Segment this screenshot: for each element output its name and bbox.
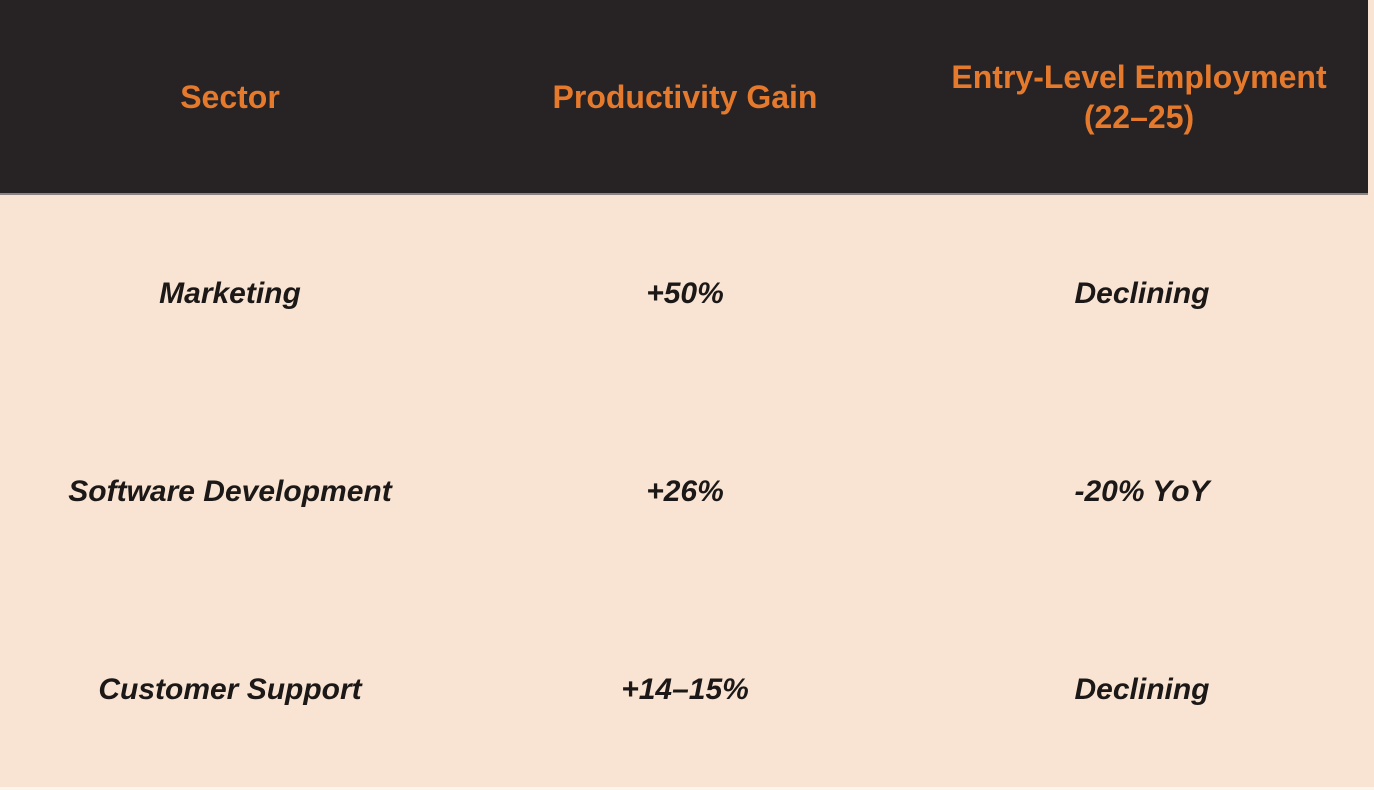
table-row-3-sector-cell: Customer Support: [0, 591, 460, 787]
table-row-3-gain-cell: +14–15%: [460, 591, 910, 787]
cell-value: Customer Support: [98, 673, 362, 706]
cell-value: Software Development: [68, 475, 392, 508]
cell-value: -20% YoY: [1074, 475, 1210, 508]
cell-value: Declining: [1074, 277, 1210, 310]
table-body: Marketing +50% Declining Software Develo…: [0, 195, 1374, 787]
table-row-2-employment-cell: -20% YoY: [910, 393, 1374, 591]
table-header-row: Sector Productivity Gain Entry-Level Emp…: [0, 0, 1368, 195]
table-row-2-sector-cell: Software Development: [0, 393, 460, 591]
cell-value: +14–15%: [621, 673, 749, 706]
cell-value: Marketing: [159, 277, 301, 310]
column-header-productivity-gain: Productivity Gain: [460, 77, 910, 117]
table-row-3-employment-cell: Declining: [910, 591, 1374, 787]
table-row-1-employment-cell: Declining: [910, 195, 1374, 393]
table-row-1-sector-cell: Marketing: [0, 195, 460, 393]
table-row-1-gain-cell: +50%: [460, 195, 910, 393]
column-header-productivity-gain-label: Productivity Gain: [552, 78, 818, 115]
column-header-entry-level-employment-label: Entry-Level Employment (22–25): [951, 58, 1327, 135]
table-row-2-gain-cell: +26%: [460, 393, 910, 591]
cell-value: Declining: [1074, 673, 1210, 706]
cell-value: +50%: [646, 277, 724, 310]
column-header-sector: Sector: [0, 77, 460, 117]
column-header-entry-level-employment: Entry-Level Employment (22–25): [910, 57, 1368, 137]
cell-value: +26%: [646, 475, 724, 508]
column-header-sector-label: Sector: [180, 78, 280, 115]
